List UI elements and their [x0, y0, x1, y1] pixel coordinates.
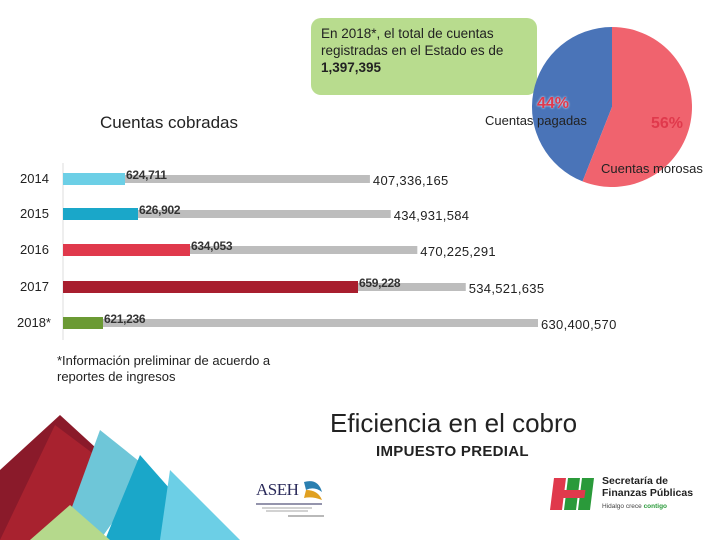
chart-subtitle: Cuentas cobradas: [100, 113, 238, 132]
sfp-logo: Secretaría de Finanzas Públicas Hidalgo …: [546, 472, 696, 518]
deco-triangle-lightblue: [160, 470, 240, 540]
callout-total: 1,397,395: [321, 60, 382, 75]
bar-cobradas-label: 626,902: [139, 203, 181, 217]
bar-total-label: 470,225,291: [420, 244, 496, 259]
bar-total-1: [63, 210, 391, 218]
bar-category-label: 2017: [20, 279, 49, 294]
bar-cobradas-label: 624,711: [126, 168, 167, 182]
footnote: *Información preliminar de acuerdo a rep…: [57, 353, 271, 384]
bar-total-label: 407,336,165: [372, 173, 449, 188]
deco-triangle-green: [30, 505, 110, 540]
bar-total-label: 630,400,570: [541, 317, 617, 332]
bar-category-label: 2014: [20, 171, 49, 186]
pie-pct-morosas: 56%: [651, 115, 684, 132]
bar-cobradas-3: [63, 281, 358, 293]
bar-total-4: [63, 319, 538, 327]
aseh-logo-graphic: [256, 481, 324, 517]
bar-cobradas-2: [63, 244, 190, 256]
page-heading: Eficiencia en el cobro: [330, 408, 578, 438]
bar-cobradas-4: [63, 317, 103, 329]
bar-category-label: 2018*: [17, 315, 51, 330]
bar-total-label: 434,931,584: [393, 208, 470, 223]
bar-category-label: 2015: [20, 206, 49, 221]
callout-text: En 2018*, el total de cuentas registrada…: [321, 26, 504, 58]
sfp-logo-mark: [550, 478, 594, 510]
bar-cobradas-label: 659,228: [359, 276, 401, 290]
total-accounts-callout: En 2018*, el total de cuentas registrada…: [311, 18, 537, 95]
bar-category-label: 2016: [20, 242, 49, 257]
sfp-tagline: Hidalgo crece contigo: [602, 503, 668, 510]
pie-slice-morosas: [582, 27, 692, 187]
bar-total-label: 534,521,635: [468, 281, 545, 296]
pie-slice-pagadas: [531, 27, 612, 182]
pie-label-pagadas: Cuentas pagadas: [485, 113, 587, 128]
bar-cobradas-label: 634,053: [191, 239, 233, 253]
aseh-logo: ASEH: [252, 474, 332, 518]
tax-title: IMPUESTO PREDIAL: [376, 443, 529, 460]
sfp-line1: Secretaría de: [602, 475, 668, 487]
sfp-logo-text: Secretaría de Finanzas Públicas: [602, 475, 693, 499]
bar-cobradas-0: [63, 173, 125, 185]
deco-triangle-red-2: [0, 425, 115, 540]
deco-triangle-cyan: [60, 430, 150, 540]
bar-total-0: [63, 175, 370, 183]
bar-cobradas-1: [63, 208, 138, 220]
bar-cobradas-label: 621,236: [104, 312, 146, 326]
sfp-line2: Finanzas Públicas: [602, 487, 694, 499]
pie-label-morosas: Cuentas morosas: [601, 161, 703, 176]
pie-pct-pagadas: 44%: [537, 95, 570, 112]
bar-total-2: [63, 246, 418, 254]
aseh-logo-text: ASEH: [256, 480, 299, 499]
